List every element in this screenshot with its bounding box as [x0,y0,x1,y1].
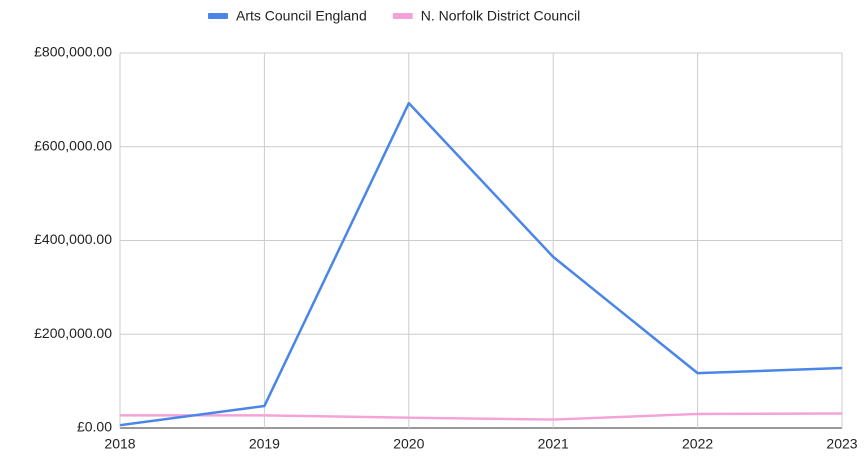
legend-label: Arts Council England [236,8,367,24]
x-tick-label: 2020 [393,436,424,452]
x-tick-label: 2019 [249,436,280,452]
series-line [119,101,843,427]
y-tick-label: £400,000.00 [34,231,112,247]
x-tick-label: 2023 [826,436,857,452]
y-tick-label: £600,000.00 [34,137,112,153]
x-tick-label: 2021 [538,436,569,452]
legend-swatch [392,13,413,19]
x-tick-label: 2022 [682,436,713,452]
y-tick-label: £800,000.00 [34,44,112,60]
y-tick-label: £200,000.00 [34,325,112,341]
legend-label: N. Norfolk District Council [421,8,580,24]
series-line [120,412,843,421]
x-tick-label: 2018 [104,436,135,452]
y-tick-label: £0.00 [77,419,112,435]
legend-swatch [208,13,228,19]
